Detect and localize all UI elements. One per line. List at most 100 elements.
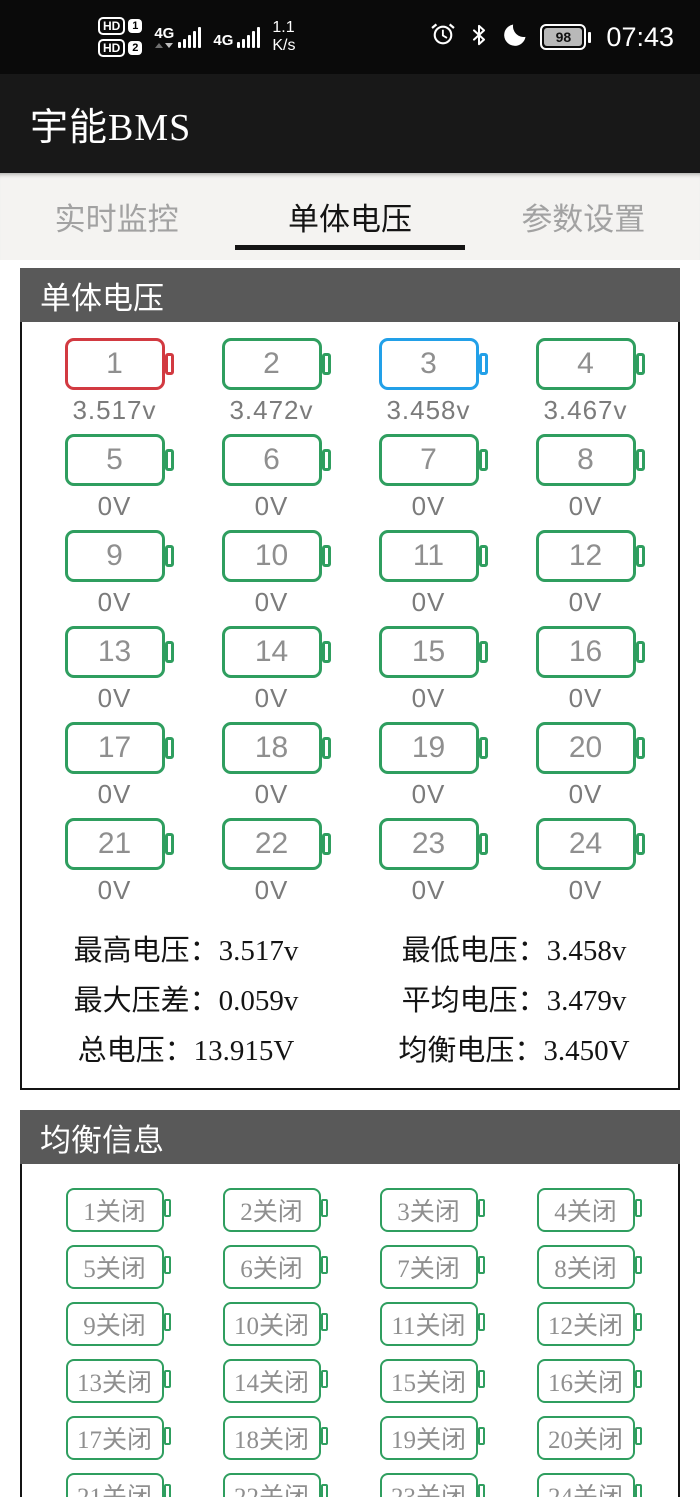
- balance-cell-toggle[interactable]: 11关闭: [379, 1302, 485, 1346]
- balance-cell-toggle[interactable]: 5关闭: [65, 1245, 171, 1289]
- battery-terminal: [320, 1199, 328, 1217]
- battery-cell-icon: 20: [535, 722, 645, 774]
- balance-cell-toggle[interactable]: 2关闭: [222, 1188, 328, 1232]
- tab-label: 实时监控: [54, 202, 179, 237]
- cell-number: 23: [411, 827, 446, 860]
- cell-number: 13: [97, 635, 132, 668]
- balance-grid: 1关闭 2关闭 3关闭 4关闭 5关闭 6关闭: [22, 1164, 678, 1497]
- network-speed: 1.1 K/s: [272, 19, 295, 56]
- battery-cell-icon: 18: [221, 722, 331, 774]
- balance-cell-toggle[interactable]: 9关闭: [65, 1302, 171, 1346]
- balance-cell-toggle[interactable]: 10关闭: [222, 1302, 328, 1346]
- balance-cell-label: 2关闭: [240, 1199, 303, 1226]
- status-left-cluster: HD 1 HD 2 4G 4G 1.1: [98, 17, 296, 57]
- cell-number: 17: [97, 731, 132, 764]
- cell-number: 21: [97, 827, 132, 860]
- battery-cell-icon: 24: [535, 818, 645, 870]
- battery-cell-icon: 7: [378, 434, 488, 486]
- tab-bar: 实时监控 单体电压 参数设置: [0, 173, 700, 260]
- cell-voltage-value: 0V: [97, 779, 132, 809]
- battery-terminal: [635, 353, 645, 375]
- tab-label: 单体电压: [287, 202, 412, 237]
- cell-voltage-header: 单体电压: [20, 268, 680, 322]
- summary-item: 最大压差：0.059v: [74, 980, 299, 1022]
- network-type-label: 4G: [154, 25, 175, 42]
- balance-cell-label: 19关闭: [390, 1427, 466, 1454]
- balance-cell-toggle[interactable]: 13关闭: [65, 1359, 171, 1403]
- balance-cell-toggle[interactable]: 7关闭: [379, 1245, 485, 1289]
- cell-voltage-value: 3.458v: [386, 395, 471, 425]
- cell-voltage-panel: 单体电压 1 3.517v 2 3.472v 3: [20, 268, 680, 1090]
- cell-voltage-value: 0V: [254, 875, 289, 905]
- balance-cell-label: 24关闭: [548, 1477, 623, 1497]
- balance-cell-toggle[interactable]: 15关闭: [379, 1359, 485, 1403]
- balance-cell-toggle[interactable]: 3关闭: [379, 1188, 485, 1232]
- battery-terminal: [477, 1313, 485, 1331]
- signal-sim2: 4G: [213, 26, 261, 48]
- cell-voltage-value: 0V: [411, 683, 446, 713]
- cell-grid: 1 3.517v 2 3.472v 3 3.458v: [22, 322, 678, 914]
- balance-cell-toggle[interactable]: 6关闭: [222, 1245, 328, 1289]
- summary-item: 均衡电压：3.450V: [398, 1030, 629, 1072]
- balance-cell-label: 18关闭: [233, 1427, 309, 1454]
- balance-cell-toggle[interactable]: 20关闭: [536, 1416, 642, 1460]
- tab[interactable]: 参数设置: [467, 173, 700, 260]
- balance-cell-label: 4关闭: [554, 1199, 617, 1226]
- balance-cell-toggle[interactable]: 12关闭: [536, 1302, 642, 1346]
- balance-cell-toggle[interactable]: 21关闭: [65, 1473, 171, 1497]
- battery-terminal: [163, 1256, 171, 1274]
- hd1-badge: HD 1: [98, 17, 143, 35]
- cell-voltage-value: 0V: [254, 779, 289, 809]
- battery-terminal: [163, 1427, 171, 1445]
- sim2-number: 2: [128, 41, 143, 55]
- cell-voltage-item: 14 0V: [193, 626, 350, 722]
- battery-terminal: [320, 1256, 328, 1274]
- cell-number: 7: [420, 443, 437, 476]
- cell-voltage-value: 0V: [254, 683, 289, 713]
- battery-terminal: [163, 1313, 171, 1331]
- balance-cell-toggle[interactable]: 18关闭: [222, 1416, 328, 1460]
- cell-voltage-item: 9 0V: [36, 530, 193, 626]
- cell-voltage-item: 13 0V: [36, 626, 193, 722]
- balance-cell-label: 15关闭: [390, 1370, 466, 1397]
- summary-label: 最低电压：: [401, 935, 547, 967]
- cell-number: 22: [254, 827, 289, 860]
- cell-voltage-item: 23 0V: [350, 818, 507, 914]
- battery-terminal: [320, 1427, 328, 1445]
- battery-cell-icon: 10: [221, 530, 331, 582]
- battery-terminal: [163, 1199, 171, 1217]
- summary-value: 13.915V: [193, 1035, 295, 1067]
- battery-cell-icon: 22: [221, 818, 331, 870]
- tab-label: 参数设置: [521, 202, 646, 237]
- battery-terminal: [478, 449, 488, 471]
- cell-voltage-value: 0V: [568, 491, 603, 521]
- balance-cell-label: 11关闭: [391, 1313, 466, 1340]
- cell-voltage-item: 15 0V: [350, 626, 507, 722]
- cell-number: 4: [577, 347, 594, 380]
- balance-cell-toggle[interactable]: 22关闭: [222, 1473, 328, 1497]
- cell-number: 6: [263, 443, 280, 476]
- status-right-cluster: 98 07:43: [429, 21, 674, 54]
- battery-terminal: [164, 449, 174, 471]
- balance-cell-toggle[interactable]: 17关闭: [65, 1416, 171, 1460]
- balance-cell-toggle[interactable]: 16关闭: [536, 1359, 642, 1403]
- summary-value: 3.458v: [546, 935, 627, 967]
- cell-number: 15: [411, 635, 446, 668]
- cell-number: 2: [263, 347, 280, 380]
- balance-cell-toggle[interactable]: 14关闭: [222, 1359, 328, 1403]
- cell-voltage-value: 0V: [254, 491, 289, 521]
- tab[interactable]: 单体电压: [233, 173, 466, 260]
- cell-voltage-value: 0V: [568, 779, 603, 809]
- cell-voltage-item: 16 0V: [507, 626, 664, 722]
- tab[interactable]: 实时监控: [0, 173, 233, 260]
- balance-cell-toggle[interactable]: 19关闭: [379, 1416, 485, 1460]
- balance-cell-toggle[interactable]: 23关闭: [379, 1473, 485, 1497]
- battery-cell-icon: 16: [535, 626, 645, 678]
- balance-cell-toggle[interactable]: 4关闭: [536, 1188, 642, 1232]
- battery-cell-icon: 4: [535, 338, 645, 390]
- cell-voltage-item: 3 3.458v: [350, 338, 507, 434]
- balance-cell-toggle[interactable]: 8关闭: [536, 1245, 642, 1289]
- battery-cell-icon: 8: [535, 434, 645, 486]
- balance-cell-toggle[interactable]: 24关闭: [536, 1473, 642, 1497]
- balance-cell-toggle[interactable]: 1关闭: [65, 1188, 171, 1232]
